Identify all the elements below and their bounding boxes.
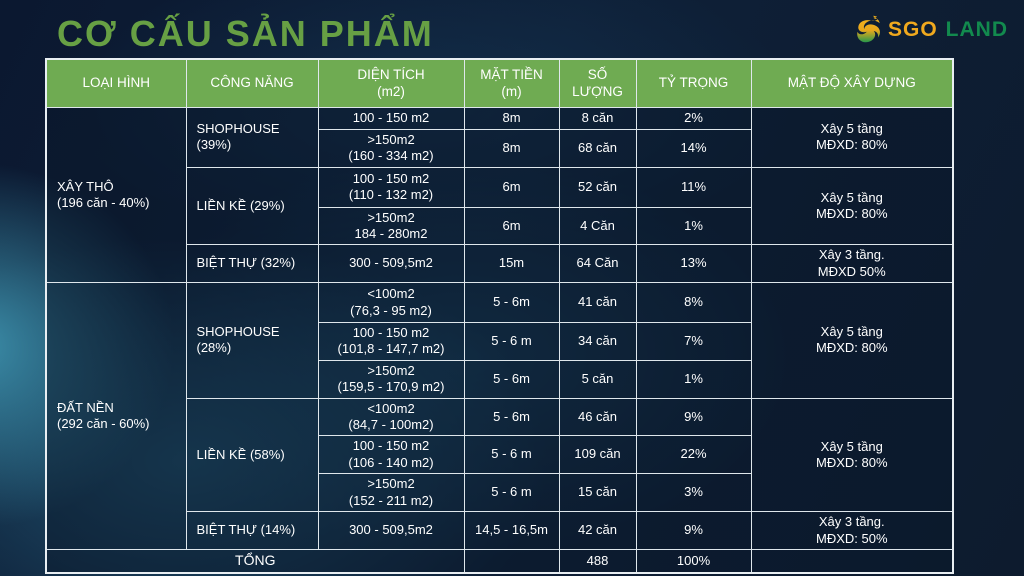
cell-ty-trong: 8% [635,282,752,323]
cell-mat-tien: 5 - 6m [463,282,560,323]
cell-dien-tich: 100 - 150 m2 (110 - 132 m2) [317,166,465,208]
cell-loai-hinh: ĐẤT NỀN (292 căn - 60%) [45,282,187,550]
total-ty-trong: 100% [635,549,752,573]
cell-cong-nang: SHOPHOUSE (28%) [185,282,319,399]
cell-mat-tien: 6m [463,166,560,208]
cell-ty-trong: 7% [635,322,752,361]
cell-so-luong: 42 căn [558,511,637,550]
cell-mat-do: Xây 5 tầng MĐXD: 80% [750,166,954,245]
cell-dien-tich: 100 - 150 m2 (101,8 - 147,7 m2) [317,322,465,361]
cell-ty-trong: 9% [635,511,752,550]
cell-so-luong: 68 căn [558,129,637,168]
col-header-mat-tien: MẶT TIỀN (m) [463,58,560,108]
cell-mat-do: Xây 3 tầng. MĐXD: 50% [750,511,954,550]
cell-so-luong: 4 Căn [558,206,637,245]
cell-so-luong: 109 căn [558,435,637,474]
cell-ty-trong: 3% [635,473,752,512]
header-row: LOẠI HÌNH CÔNG NĂNG DIỆN TÍCH (m2) MẶT T… [45,58,954,108]
cell-dien-tich: >150m2 184 - 280m2 [317,206,465,245]
cell-mat-do: Xây 3 tầng. MĐXD 50% [750,244,954,283]
logo-brand-text: SGO [887,18,938,41]
cell-dien-tich: >150m2 (160 - 334 m2) [317,129,465,168]
total-label: TỔNG [45,549,465,573]
cell-cong-nang: LIỀN KỀ (58%) [185,397,319,512]
cell-cong-nang: BIỆT THỰ (32%) [185,244,319,283]
cell-cong-nang: LIỀN KỀ (29%) [185,166,319,245]
cell-mat-do: Xây 5 tầng MĐXD: 80% [750,397,954,512]
cell-mat-tien: 6m [463,206,560,245]
table-row: BIỆT THỰ (32%) 300 - 509,5m2 15m 64 Căn … [46,244,954,283]
cell-mat-tien: 8m [463,129,560,168]
table-row: 100 - 150 m2 (106 - 140 m2) 5 - 6 m 109 … [46,435,953,474]
cell-dien-tich: <100m2 (76,3 - 95 m2) [317,282,465,323]
cell-ty-trong: 2% [635,107,752,130]
cell-mat-do: Xây 5 tầng MĐXD: 80% [750,107,954,168]
col-header-loai-hinh: LOẠI HÌNH [45,58,187,108]
cell-cong-nang: SHOPHOUSE (39%) [185,107,319,168]
col-header-mat-do: MẬT ĐỘ XÂY DỰNG [750,58,954,108]
col-header-dien-tich: DIỆN TÍCH (m2) [317,58,465,108]
logo: SGO LAND [849,13,1008,47]
table-row: LIỀN KỀ (58%) <100m2 (84,7 - 100m2) 5 - … [46,397,954,512]
cell-mat-tien: 5 - 6m [463,359,560,399]
cell-mat-tien: 15m [463,244,560,283]
dragon-icon [857,15,880,43]
table-row: ĐẤT NỀN (292 căn - 60%) SHOPHOUSE (28%) … [45,282,954,550]
cell-mat-tien: 8m [463,107,560,130]
total-mat-tien-empty [463,549,560,573]
cell-ty-trong: 1% [635,206,752,245]
cell-so-luong: 34 căn [558,322,637,361]
cell-cong-nang: BIỆT THỰ (14%) [185,511,319,550]
table-row: XÂY THÔ (196 căn - 40%) SHOPHOUSE (39%) … [45,107,954,283]
cell-so-luong: 15 căn [558,473,637,512]
table-row: >150m2 184 - 280m2 6m 4 Căn 1% [46,206,953,245]
total-row: TỔNG 488 100% [45,549,954,573]
cell-dien-tich: <100m2 (84,7 - 100m2) [317,397,465,436]
table-row: LIỀN KỀ (29%) 100 - 150 m2 (110 - 132 m2… [46,166,954,245]
table-row: BIỆT THỰ (14%) 300 - 509,5m2 14,5 - 16,5… [46,511,954,550]
cell-ty-trong: 1% [635,359,752,399]
cell-dien-tich: 100 - 150 m2 [317,107,465,130]
col-header-cong-nang: CÔNG NĂNG [185,58,319,108]
col-header-ty-trong: TỶ TRỌNG [635,58,752,108]
product-structure-table: LOẠI HÌNH CÔNG NĂNG DIỆN TÍCH (m2) MẶT T… [45,58,954,574]
cell-ty-trong: 13% [635,244,752,283]
cell-ty-trong: 9% [635,397,752,436]
cell-mat-tien: 5 - 6 m [463,435,560,474]
cell-so-luong: 41 căn [558,282,637,323]
cell-ty-trong: 11% [635,166,752,208]
cell-mat-tien: 14,5 - 16,5m [463,511,560,550]
cell-so-luong: 46 căn [558,397,637,436]
cell-mat-tien: 5 - 6 m [463,473,560,512]
table-row: >150m2 (159,5 - 170,9 m2) 5 - 6m 5 căn 1… [46,359,953,399]
col-header-so-luong: SỐ LƯỢNG [558,58,637,108]
cell-dien-tich: 300 - 509,5m2 [317,244,465,283]
cell-dien-tich: 100 - 150 m2 (106 - 140 m2) [317,435,465,474]
total-mat-do-empty [750,549,954,573]
cell-mat-tien: 5 - 6m [463,397,560,436]
cell-dien-tich: 300 - 509,5m2 [317,511,465,550]
logo-suffix-text: LAND [945,18,1008,41]
cell-mat-do: Xây 5 tầng MĐXD: 80% [750,282,954,399]
cell-dien-tich: >150m2 (152 - 211 m2) [317,473,465,512]
cell-ty-trong: 14% [635,129,752,168]
cell-so-luong: 64 Căn [558,244,637,283]
total-so-luong: 488 [558,549,637,573]
cell-so-luong: 52 căn [558,166,637,208]
cell-so-luong: 5 căn [558,359,637,399]
cell-loai-hinh: XÂY THÔ (196 căn - 40%) [45,107,187,283]
cell-mat-tien: 5 - 6 m [463,322,560,361]
cell-ty-trong: 22% [635,435,752,474]
cell-dien-tich: >150m2 (159,5 - 170,9 m2) [317,359,465,399]
page-title: CƠ CẤU SẢN PHẨM [57,13,434,54]
cell-so-luong: 8 căn [558,107,637,130]
